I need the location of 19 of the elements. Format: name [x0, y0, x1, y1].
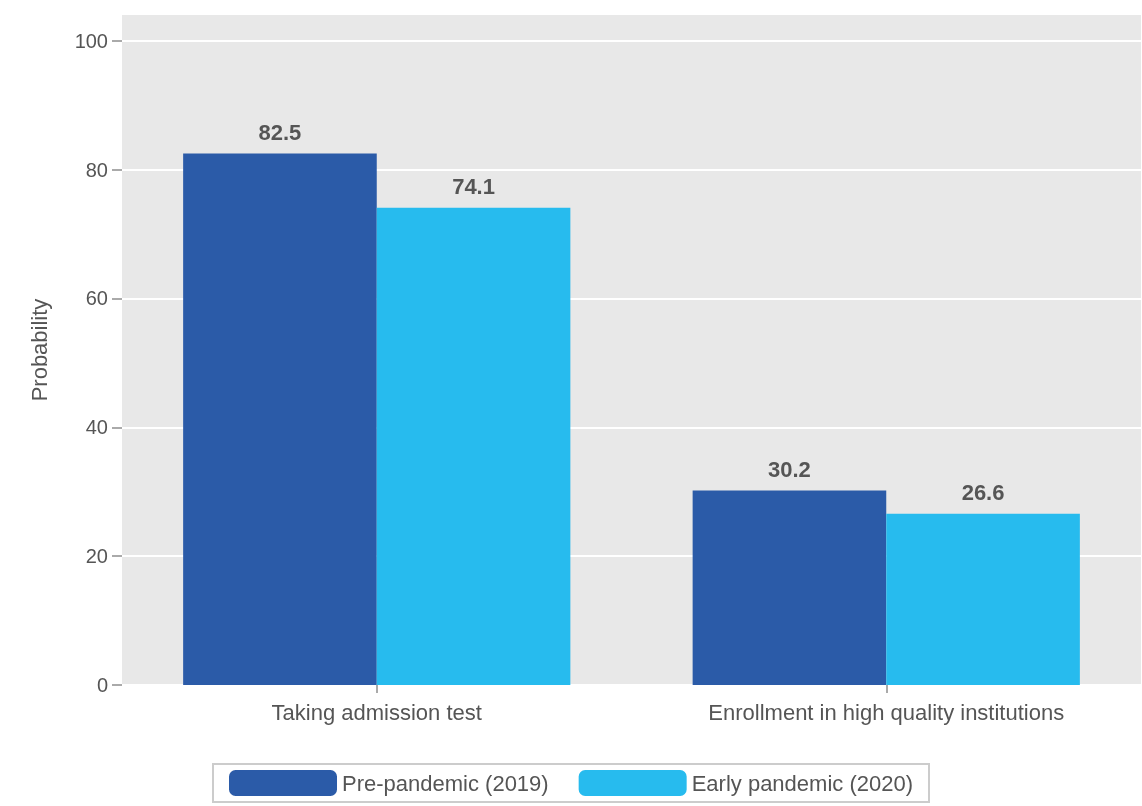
- bar: [692, 490, 887, 685]
- y-tick-label: 20: [85, 545, 108, 568]
- legend-label: Early pandemic (2020): [691, 770, 914, 796]
- bar: [376, 207, 571, 685]
- data-label: 74.1: [452, 174, 495, 200]
- data-label: 26.6: [961, 480, 1005, 506]
- y-tick-label: 0: [96, 674, 108, 696]
- data-label: 82.5: [258, 120, 302, 146]
- bar: [886, 513, 1080, 685]
- x-tick-label: Taking admission test: [271, 699, 482, 725]
- y-tick-label: 80: [85, 158, 108, 181]
- y-tick-label: 60: [85, 287, 108, 310]
- y-tick-label: 40: [85, 416, 108, 439]
- y-axis-title: Probability: [26, 298, 52, 402]
- legend-label: Pre-pandemic (2019): [342, 770, 549, 796]
- x-tick-label: Enrollment in high quality institutions: [708, 699, 1065, 725]
- data-label: 30.2: [768, 456, 811, 482]
- bar: [183, 153, 377, 685]
- y-tick-label: 100: [74, 29, 108, 52]
